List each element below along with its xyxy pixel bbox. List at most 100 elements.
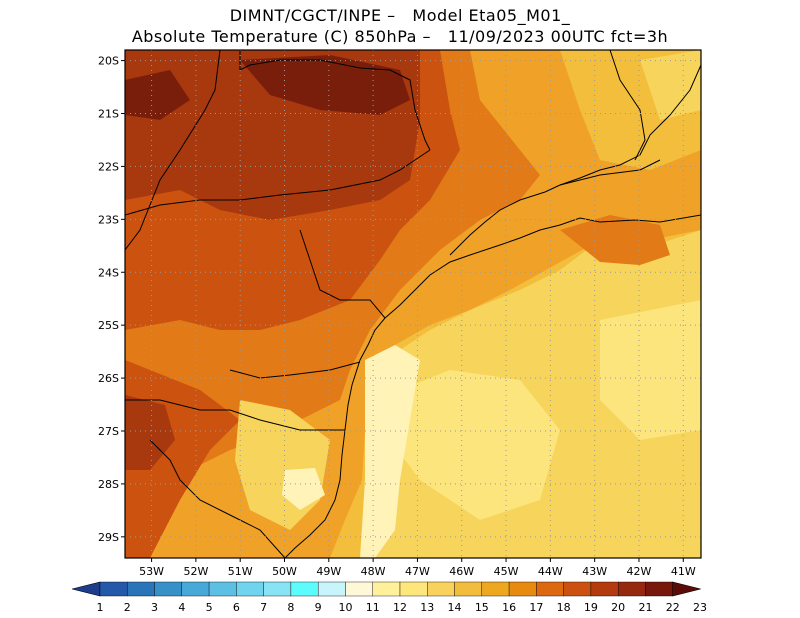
colorbar-cell [617,581,646,597]
lat-tick-label: 22S [98,160,119,173]
lon-tick-label: 53W [139,565,164,578]
coastline-north [449,64,701,256]
colorbar-cell [536,581,564,597]
lat-tick-label: 23S [98,213,119,226]
colorbar-label: 13 [420,601,434,614]
colorbar-labels: 1 2 3 4 5 6 7 8 9 10 11 12 13 14 15 16 17 18 19 20 21 22 23 [97,601,708,614]
lon-tick-label: 48W [361,565,386,578]
lon-tick-label: 46W [449,565,474,578]
colorbar-cells [71,581,701,597]
map-title-line-1: DIMNT/CGCT/INPE – Model Eta05_M01_ [229,6,571,25]
lon-tick-label: 47W [405,565,430,578]
longitude-ticks: 53W 52W 51W 50W 49W 48W 47W 46W 45W 44W 43W 42W 41W [139,558,696,578]
colorbar-cell [481,581,510,597]
colorbar-cell [645,581,673,597]
lon-tick-label: 41W [671,565,696,578]
colorbar-cell [208,581,237,597]
colorbar-cell [236,581,264,597]
field-cream-inland [282,468,325,510]
lon-tick-label: 44W [538,565,563,578]
colorbar-label: 20 [611,601,625,614]
colorbar-label: 2 [124,601,131,614]
colorbar-cell [372,581,401,597]
colorbar-cell [317,581,346,597]
colorbar-label: 5 [206,601,213,614]
field-very-hot-w [125,70,190,120]
colorbar-label: 7 [260,601,267,614]
state-border-mg-sp [125,149,431,216]
coastline [284,214,701,558]
lon-tick-label: 50W [272,565,297,578]
colorbar-label: 16 [502,601,516,614]
lon-tick-label: 52W [183,565,208,578]
lat-tick-label: 29S [98,531,119,544]
lat-tick-label: 21S [98,108,119,121]
colorbar-label: 6 [233,601,240,614]
colorbar-label: 10 [338,601,352,614]
colorbar-label: 12 [393,601,407,614]
colorbar-cell [290,581,319,597]
colorbar-cell [345,581,373,597]
colorbar-cell [427,581,455,597]
state-border-rs-sc [125,399,345,431]
field-pale-yellow-east [600,300,701,440]
colorbar-cell [263,581,292,597]
lon-tick-label: 43W [582,565,607,578]
colorbar-cell [508,581,537,597]
state-border-mg-es [609,50,646,161]
colorbar-label: 17 [529,601,543,614]
lon-tick-label: 42W [627,565,652,578]
colorbar-label: 18 [557,601,571,614]
colorbar-label: 19 [584,601,598,614]
colorbar-label: 15 [475,601,489,614]
state-border-sc-pr [229,361,361,379]
plot-frame [124,49,702,559]
field-yellow-ne [640,50,701,120]
lat-tick-label: 26S [98,372,119,385]
colorbar-cell [181,581,210,597]
map-title-line-2: Absolute Temperature (C) 850hPa – 11/09/… [131,27,669,46]
colorbar-label: 22 [666,601,680,614]
colorbar-cell [127,581,155,597]
boundaries [125,50,701,558]
latitude-ticks: 20S 21S 22S 23S 24S 25S 26S 27S 28S 29S [98,55,125,544]
lat-tick-label: 20S [98,55,119,68]
colorbar-cell [590,581,619,597]
gridlines [125,50,701,558]
colorbar-label: 21 [638,601,652,614]
field-cream-coast [360,345,420,558]
colorbar-cell [99,581,128,597]
state-border-mg-go [239,50,431,151]
state-border-pr-sp [299,229,386,319]
lon-tick-label: 51W [228,565,253,578]
colorbar-label: 8 [287,601,294,614]
field-mild-orange-ne [560,215,670,265]
colorbar-cell [563,581,592,597]
lat-tick-label: 25S [98,319,119,332]
colorbar-left-arrow [71,581,101,597]
colorbar-label: 3 [151,601,158,614]
colorbar-right-arrow [672,581,701,597]
lon-tick-label: 49W [316,565,341,578]
lat-tick-label: 28S [98,478,119,491]
state-border-rj [559,159,661,186]
colorbar-cell [399,581,428,597]
colorbar-label: 11 [366,601,380,614]
state-border-ms [125,50,221,251]
colorbar-label: 23 [693,601,707,614]
colorbar-label: 14 [448,601,462,614]
lon-tick-label: 45W [494,565,519,578]
field-very-hot [240,55,410,115]
temperature-field [125,50,701,558]
colorbar-cell [454,581,483,597]
lat-tick-label: 24S [98,266,119,279]
colorbar-label: 9 [315,601,322,614]
colorbar-label: 4 [178,601,185,614]
colorbar-label: 1 [97,601,104,614]
colorbar-cell [154,581,183,597]
state-border-rs-west [149,439,286,558]
lat-tick-label: 27S [98,425,119,438]
field-pale-yellow-sea [390,370,560,520]
